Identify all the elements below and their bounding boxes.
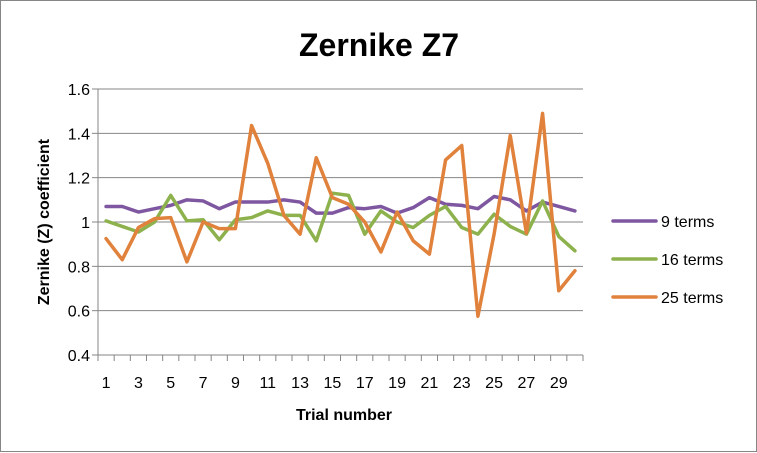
legend-label: 25 terms [661, 290, 723, 307]
series-line-25-terms [104, 111, 577, 318]
x-tick-label: 11 [259, 375, 276, 392]
series-line-9-terms [104, 194, 577, 215]
x-tick-label: 23 [453, 375, 471, 392]
x-tick-label: 25 [485, 375, 503, 392]
x-tick-label: 1 [102, 375, 111, 392]
x-tick-label: 21 [421, 375, 439, 392]
x-tick-label: 17 [356, 375, 374, 392]
legend-label: 16 terms [661, 252, 723, 269]
x-tick-label: 9 [231, 375, 240, 392]
x-tick-label: 5 [166, 375, 175, 392]
x-tick-label: 29 [550, 375, 568, 392]
gridlines [98, 88, 583, 312]
x-tick-label: 15 [324, 375, 342, 392]
y-tick-label: 1.4 [68, 126, 90, 143]
x-tick-label: 13 [291, 375, 309, 392]
y-tick-label: 0.6 [68, 304, 90, 321]
y-tick-label: 1.2 [68, 171, 90, 188]
legend-label: 9 terms [661, 214, 714, 231]
x-tick-label: 27 [518, 375, 536, 392]
y-tick-label: 0.8 [68, 259, 90, 276]
tick-labels: 0.40.60.811.21.41.61 3 5 7 9 11 13 15 17 19 21 23 25… [68, 82, 568, 392]
axes [92, 88, 584, 361]
x-tick-label: 19 [388, 375, 406, 392]
y-tick-label: 0.4 [68, 348, 90, 365]
chart-title: Zernike Z7 [299, 27, 459, 63]
y-tick-label: 1.6 [68, 82, 90, 99]
x-tick-label: 3 [134, 375, 143, 392]
y-tick-label: 1 [81, 215, 90, 232]
y-axis-label: Zernike (Z) coefficient [36, 138, 53, 305]
legend: 9 terms 16 terms 25 terms [611, 214, 723, 307]
x-axis-label: Trial number [296, 407, 392, 424]
x-tick-label: 7 [199, 375, 208, 392]
series-lines [104, 111, 577, 318]
